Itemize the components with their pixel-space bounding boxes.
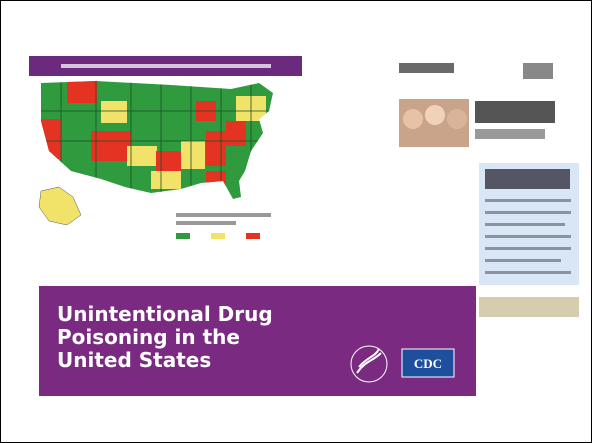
blurred-legend-text: [176, 221, 236, 225]
blurred-heading: [485, 169, 570, 189]
blurred-caption: [61, 64, 271, 68]
title-line: United States: [57, 348, 211, 372]
photo-face: [403, 109, 423, 129]
note-box: [479, 297, 579, 317]
blurred-text: [523, 63, 553, 79]
legend-swatch: [246, 233, 260, 239]
slide: Unintentional Drug Poisoning in the Unit…: [0, 0, 592, 443]
title-line: Unintentional Drug: [57, 302, 273, 326]
cdc-logo-text: CDC: [414, 356, 442, 371]
title-line: Poisoning in the: [57, 325, 240, 349]
blurred-logo: [399, 63, 454, 73]
blurred-heading: [475, 101, 555, 123]
legend-swatch: [211, 233, 225, 239]
legend-swatch: [176, 233, 190, 239]
blurred-text: [475, 129, 545, 139]
photo-face: [447, 109, 467, 129]
slide-canvas: Unintentional Drug Poisoning in the Unit…: [1, 1, 591, 442]
blurred-legend-text: [176, 213, 271, 217]
photo-face: [425, 105, 445, 125]
